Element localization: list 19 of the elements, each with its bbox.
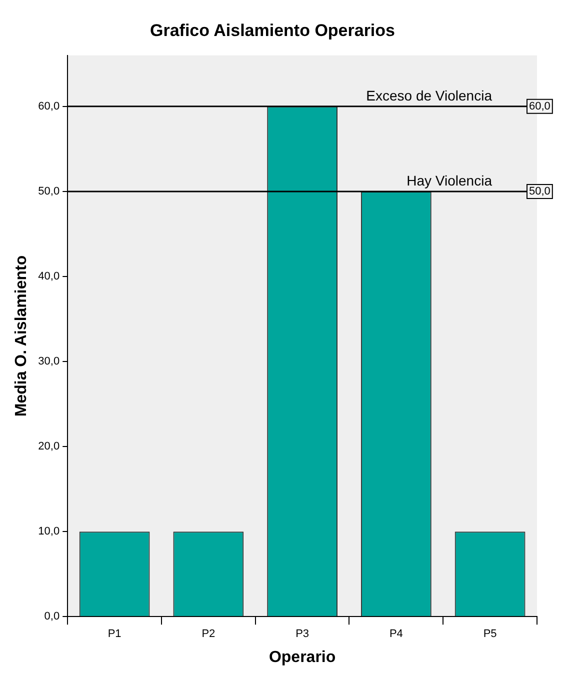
y-tick-label: 40,0 xyxy=(38,270,60,283)
annotation: 50,0 xyxy=(529,185,550,198)
ref-line-label: Hay Violencia xyxy=(406,172,492,188)
y-tick-label: 60,0 xyxy=(38,100,60,112)
annotation: 60,0 xyxy=(529,100,550,112)
x-tick-label: P5 xyxy=(483,628,497,640)
x-tick-label: P1 xyxy=(108,628,122,640)
x-tick-label: P4 xyxy=(389,628,403,640)
y-tick-label: 50,0 xyxy=(38,185,60,198)
y-tick-label: 30,0 xyxy=(38,356,60,368)
y-axis-title: Media O. Aislamiento xyxy=(13,255,30,417)
x-tick-label: P2 xyxy=(202,628,216,640)
y-tick-label: 0,0 xyxy=(44,610,60,623)
y-tick-label: 20,0 xyxy=(38,440,60,453)
chart-title: Grafico Aislamiento Operarios xyxy=(150,20,395,40)
y-tick-label: 10,0 xyxy=(38,526,60,538)
ref-line-label: Exceso de Violencia xyxy=(366,87,492,104)
x-axis-title: Operario xyxy=(268,648,336,666)
x-tick-label: P3 xyxy=(296,628,310,640)
